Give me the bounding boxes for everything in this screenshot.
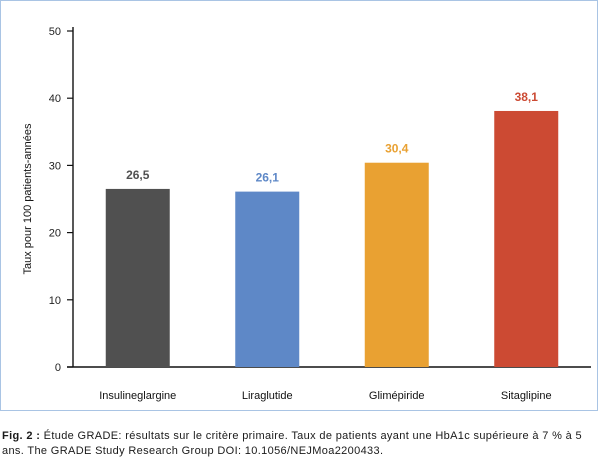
figure-caption-text: Étude GRADE: résultats sur le critère pr… xyxy=(2,430,583,457)
x-tick-label: Sitaglipine xyxy=(501,390,552,402)
y-tick-label: 20 xyxy=(49,228,61,240)
x-tick-label: Liraglutide xyxy=(242,390,293,402)
chart-frame: 0 10 20 30 40 50 Taux pour 100 patients-années… xyxy=(0,0,598,411)
figure-caption-label: Fig. 2 : xyxy=(2,430,41,442)
x-tick-label: Insulineglargine xyxy=(99,390,176,402)
y-tick-label: 50 xyxy=(49,26,61,38)
data-label: 26,5 xyxy=(126,168,150,182)
bar-sitaglipine xyxy=(494,110,559,367)
y-tick-label: 10 xyxy=(49,295,61,307)
y-tick-label: 30 xyxy=(49,160,61,172)
figure-caption: Fig. 2 : Étude GRADE: résultats sur le c… xyxy=(2,429,598,459)
x-tick-label: Glimépiride xyxy=(369,390,425,402)
data-label: 38,1 xyxy=(515,90,539,104)
bar-glimépiride xyxy=(364,162,429,367)
y-tick-label: 40 xyxy=(49,93,61,105)
y-axis-label: Taux pour 100 patients-années xyxy=(22,123,34,275)
bar-chart: 0 10 20 30 40 50 Taux pour 100 patients-années… xyxy=(22,26,591,402)
y-tick-label: 0 xyxy=(55,362,61,374)
data-label: 26,1 xyxy=(256,171,280,185)
bar-liraglutide xyxy=(235,191,300,367)
bar-insulineglargine xyxy=(105,188,170,367)
data-label: 30,4 xyxy=(385,142,409,156)
